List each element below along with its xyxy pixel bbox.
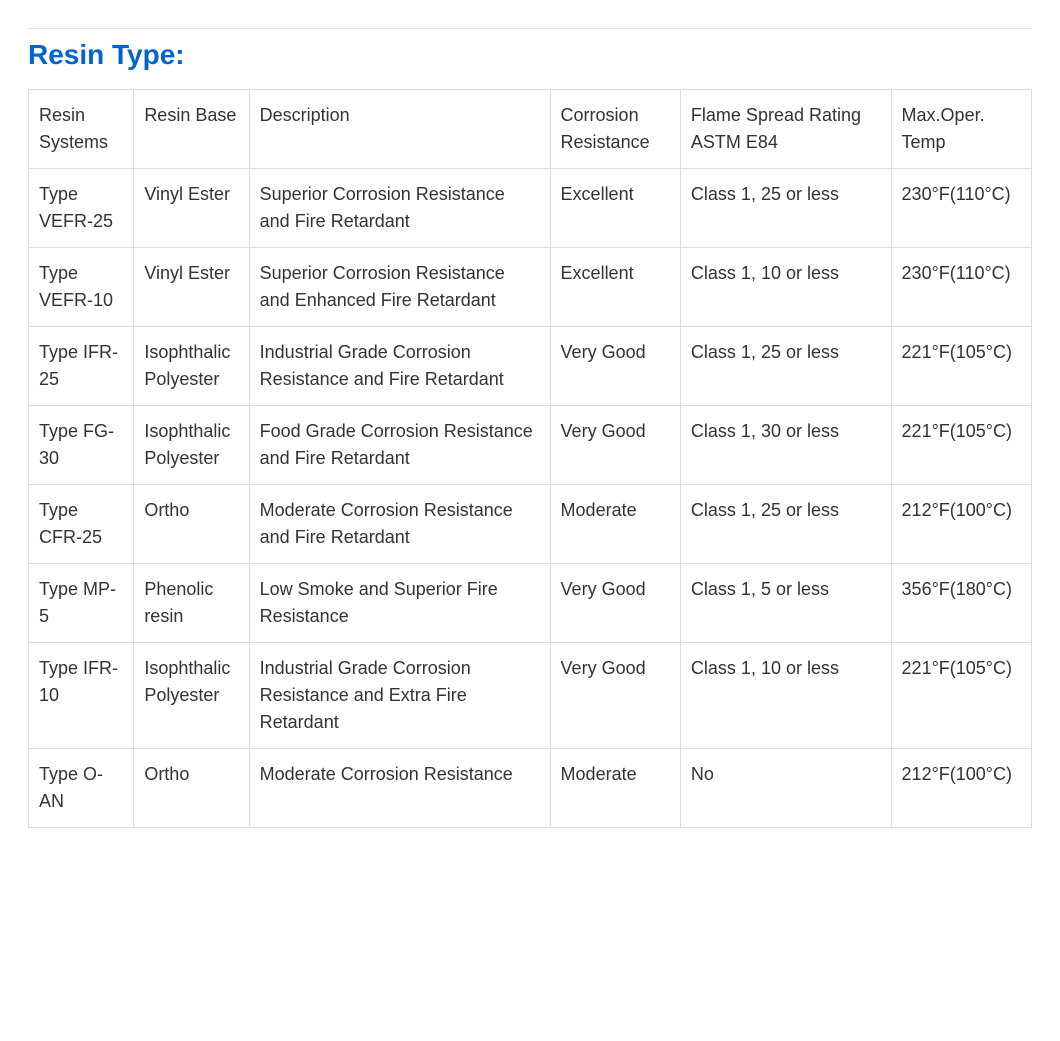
table-cell: 230°F(110°C) [891, 248, 1031, 327]
table-cell: Class 1, 5 or less [680, 564, 891, 643]
table-cell: Very Good [550, 327, 680, 406]
table-cell: No [680, 749, 891, 828]
table-cell: Very Good [550, 406, 680, 485]
table-row: Type VEFR-25Vinyl EsterSuperior Corrosio… [29, 169, 1032, 248]
table-cell: Very Good [550, 564, 680, 643]
table-cell: Moderate Corrosion Resistance [249, 749, 550, 828]
table-row: Type FG-30Isophthalic PolyesterFood Grad… [29, 406, 1032, 485]
table-cell: Class 1, 25 or less [680, 169, 891, 248]
table-row: Type CFR-25OrthoModerate Corrosion Resis… [29, 485, 1032, 564]
table-cell: Class 1, 30 or less [680, 406, 891, 485]
table-cell: 212°F(100°C) [891, 749, 1031, 828]
table-cell: Food Grade Corrosion Resistance and Fire… [249, 406, 550, 485]
table-head: Resin Systems Resin Base Description Cor… [29, 90, 1032, 169]
table-cell: Superior Corrosion Resistance and Fire R… [249, 169, 550, 248]
table-cell: Low Smoke and Superior Fire Resistance [249, 564, 550, 643]
table-cell: Vinyl Ester [134, 248, 249, 327]
col-header-resin-base: Resin Base [134, 90, 249, 169]
table-cell: Type CFR-25 [29, 485, 134, 564]
table-cell: Vinyl Ester [134, 169, 249, 248]
table-cell: Isophthalic Polyester [134, 643, 249, 749]
table-cell: Class 1, 10 or less [680, 643, 891, 749]
col-header-resin-systems: Resin Systems [29, 90, 134, 169]
col-header-corrosion-resistance: Corrosion Resistance [550, 90, 680, 169]
table-row: Type VEFR-10Vinyl EsterSuperior Corrosio… [29, 248, 1032, 327]
table-body: Type VEFR-25Vinyl EsterSuperior Corrosio… [29, 169, 1032, 828]
table-cell: Isophthalic Polyester [134, 406, 249, 485]
table-cell: Class 1, 25 or less [680, 485, 891, 564]
table-cell: 230°F(110°C) [891, 169, 1031, 248]
table-cell: 221°F(105°C) [891, 327, 1031, 406]
table-cell: Class 1, 25 or less [680, 327, 891, 406]
table-cell: Superior Corrosion Resistance and Enhanc… [249, 248, 550, 327]
table-cell: Excellent [550, 248, 680, 327]
table-cell: 212°F(100°C) [891, 485, 1031, 564]
table-row: Type IFR-25Isophthalic PolyesterIndustri… [29, 327, 1032, 406]
table-cell: Type VEFR-10 [29, 248, 134, 327]
table-cell: 221°F(105°C) [891, 643, 1031, 749]
table-header-row: Resin Systems Resin Base Description Cor… [29, 90, 1032, 169]
table-cell: Type O-AN [29, 749, 134, 828]
table-cell: Type FG-30 [29, 406, 134, 485]
table-cell: Type MP-5 [29, 564, 134, 643]
table-cell: Type VEFR-25 [29, 169, 134, 248]
resin-type-table: Resin Systems Resin Base Description Cor… [28, 89, 1032, 828]
table-cell: Moderate [550, 485, 680, 564]
table-cell: Class 1, 10 or less [680, 248, 891, 327]
table-cell: Ortho [134, 485, 249, 564]
table-row: Type O-ANOrthoModerate Corrosion Resista… [29, 749, 1032, 828]
table-cell: 356°F(180°C) [891, 564, 1031, 643]
table-cell: Very Good [550, 643, 680, 749]
table-cell: Phenolic resin [134, 564, 249, 643]
table-cell: Moderate Corrosion Resistance and Fire R… [249, 485, 550, 564]
table-cell: Excellent [550, 169, 680, 248]
table-cell: Isophthalic Polyester [134, 327, 249, 406]
table-cell: Type IFR-10 [29, 643, 134, 749]
table-cell: Industrial Grade Corrosion Resistance an… [249, 643, 550, 749]
table-cell: Industrial Grade Corrosion Resistance an… [249, 327, 550, 406]
page-title: Resin Type: [28, 28, 1032, 71]
table-cell: Type IFR-25 [29, 327, 134, 406]
table-row: Type IFR-10Isophthalic PolyesterIndustri… [29, 643, 1032, 749]
col-header-description: Description [249, 90, 550, 169]
col-header-max-oper-temp: Max.Oper. Temp [891, 90, 1031, 169]
table-cell: 221°F(105°C) [891, 406, 1031, 485]
col-header-flame-spread: Flame Spread Rating ASTM E84 [680, 90, 891, 169]
table-cell: Ortho [134, 749, 249, 828]
table-cell: Moderate [550, 749, 680, 828]
table-row: Type MP-5Phenolic resinLow Smoke and Sup… [29, 564, 1032, 643]
